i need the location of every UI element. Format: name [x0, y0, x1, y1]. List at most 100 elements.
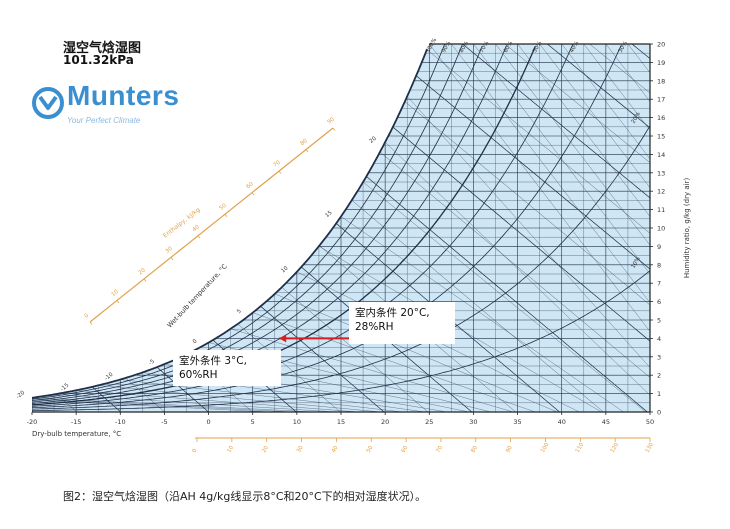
wetbulb-line — [716, 44, 730, 412]
enthalpy-tick — [170, 257, 174, 261]
rh-curve-10 — [31, 270, 651, 411]
enthalpy-line — [335, 44, 650, 412]
wetbulb-tick-label: 15 — [324, 210, 334, 219]
bottom-enthalpy-tick-label: 100 — [540, 441, 551, 454]
enthalpy-tick — [116, 300, 120, 304]
enthalpy-tick-label: 80 — [300, 138, 310, 147]
rh-label: 30% — [618, 40, 629, 54]
outdoor-condition-callout: 室外条件 3°C, 60%RH — [173, 350, 281, 386]
x-tick-label: -5 — [161, 418, 167, 426]
wetbulb-line — [407, 96, 650, 412]
process-arrow-tail — [279, 334, 287, 343]
y-tick-label: 20 — [657, 41, 665, 49]
enthalpy-tick-label: 50 — [219, 202, 229, 211]
bottom-enthalpy-tick-label: 70 — [435, 445, 444, 454]
wetbulb-line — [120, 379, 403, 412]
enthalpy-tick-label: 90 — [327, 116, 337, 125]
enthalpy-tick-label: 60 — [246, 181, 256, 190]
x-tick-label: 45 — [602, 418, 610, 426]
rh-curve-70 — [31, 45, 483, 403]
enthalpy-line — [504, 44, 650, 412]
wetbulb-line — [694, 44, 730, 412]
y-tick-label: 19 — [657, 59, 665, 67]
y-tick-label: 15 — [657, 133, 665, 141]
wetbulb-line — [340, 216, 624, 412]
enthalpy-tick — [305, 149, 309, 153]
x-tick-label: 5 — [251, 418, 255, 426]
y-tick-label: 4 — [657, 335, 661, 343]
psychrometric-chart: -20 -15 -10 -5 0 5 10 15 20 25 30 35 40 45 50Dry-bulb … — [15, 37, 730, 454]
y-tick-label: 16 — [657, 114, 665, 122]
logo-wordmark: Munters — [67, 80, 180, 111]
rh-curve-30 — [31, 44, 622, 409]
y-tick-label: 5 — [657, 317, 661, 325]
y-tick-label: 6 — [657, 298, 661, 306]
indoor-condition-line2: 28%RH — [355, 321, 394, 333]
wetbulb-line — [32, 397, 293, 412]
enthalpy-line — [32, 44, 34, 412]
wetbulb-line — [583, 44, 650, 412]
x-tick-label: -20 — [27, 418, 38, 426]
wetbulb-line — [473, 44, 650, 412]
y-tick-label: 10 — [657, 225, 665, 233]
wetbulb-line — [318, 246, 602, 412]
rh-label: 80% — [459, 40, 470, 54]
wetbulb-line — [385, 142, 650, 412]
wetbulb-line — [32, 397, 315, 412]
enthalpy-line — [462, 44, 650, 412]
y-tick-label: 2 — [657, 372, 661, 380]
x-tick-label: 10 — [293, 418, 301, 426]
bottom-enthalpy-tick-label: 120 — [610, 441, 621, 454]
wetbulb-line — [252, 312, 536, 412]
x-tick-label: 15 — [337, 418, 345, 426]
y-tick-label: 17 — [657, 96, 665, 104]
wetbulb-line — [274, 293, 558, 412]
pressure-label: 101.32kPa — [63, 53, 134, 67]
wetbulb-line — [429, 44, 650, 412]
wetbulb-axis-label: Wet-bulb temperature, °C — [166, 262, 229, 329]
rh-curve-80 — [31, 44, 463, 401]
wetbulb-tick-label: 10 — [280, 265, 290, 274]
x-tick-label: 50 — [646, 418, 654, 426]
munters-logo-icon — [32, 87, 64, 119]
y-tick-label: 8 — [657, 261, 661, 269]
indoor-condition-line1: 室内条件 20°C, — [355, 307, 430, 319]
wetbulb-line — [561, 44, 650, 412]
bottom-enthalpy-tick-label: 110 — [575, 441, 586, 454]
bottom-enthalpy-tick-label: 90 — [505, 445, 514, 454]
enthalpy-tick — [332, 127, 336, 131]
x-tick-label: 25 — [425, 418, 433, 426]
enthalpy-line — [32, 44, 165, 412]
x-tick-label: 35 — [513, 418, 521, 426]
y-tick-label: 7 — [657, 280, 661, 288]
y-tick-label: 0 — [657, 409, 661, 417]
enthalpy-line — [420, 44, 650, 412]
wetbulb-line — [230, 328, 514, 412]
x-tick-label: 0 — [207, 418, 211, 426]
rh-label: 20% — [631, 111, 642, 125]
bottom-enthalpy-tick-label: 130 — [645, 441, 656, 454]
rh-curve-90 — [31, 43, 446, 400]
y-axis-label: Humidity ratio, g/kg (dry air) — [683, 178, 691, 279]
x-tick-label: 40 — [558, 418, 566, 426]
rh-label: 50% — [532, 40, 543, 54]
y-tick-label: 1 — [657, 390, 661, 398]
bottom-enthalpy-tick-label: 60 — [401, 445, 410, 454]
bottom-enthalpy-tick-label: 30 — [296, 445, 305, 454]
wetbulb-tick-label: 5 — [236, 308, 243, 315]
x-tick-label: 20 — [381, 418, 389, 426]
enthalpy-line — [377, 44, 650, 412]
wetbulb-tick-label: -20 — [15, 390, 26, 401]
y-tick-label: 12 — [657, 188, 665, 196]
wetbulb-tick-label: -10 — [104, 371, 115, 382]
wetbulb-line — [517, 44, 650, 412]
rh-label: 10% — [631, 256, 642, 270]
enthalpy-tick-label: 30 — [165, 246, 175, 255]
enthalpy-tick — [251, 192, 255, 196]
rh-curve-100 — [31, 48, 428, 399]
rh-label: 90% — [441, 40, 452, 54]
wetbulb-line — [54, 394, 337, 412]
wetbulb-tick-label: 20 — [369, 135, 379, 144]
wetbulb-line — [98, 385, 381, 412]
enthalpy-tick — [89, 321, 93, 325]
